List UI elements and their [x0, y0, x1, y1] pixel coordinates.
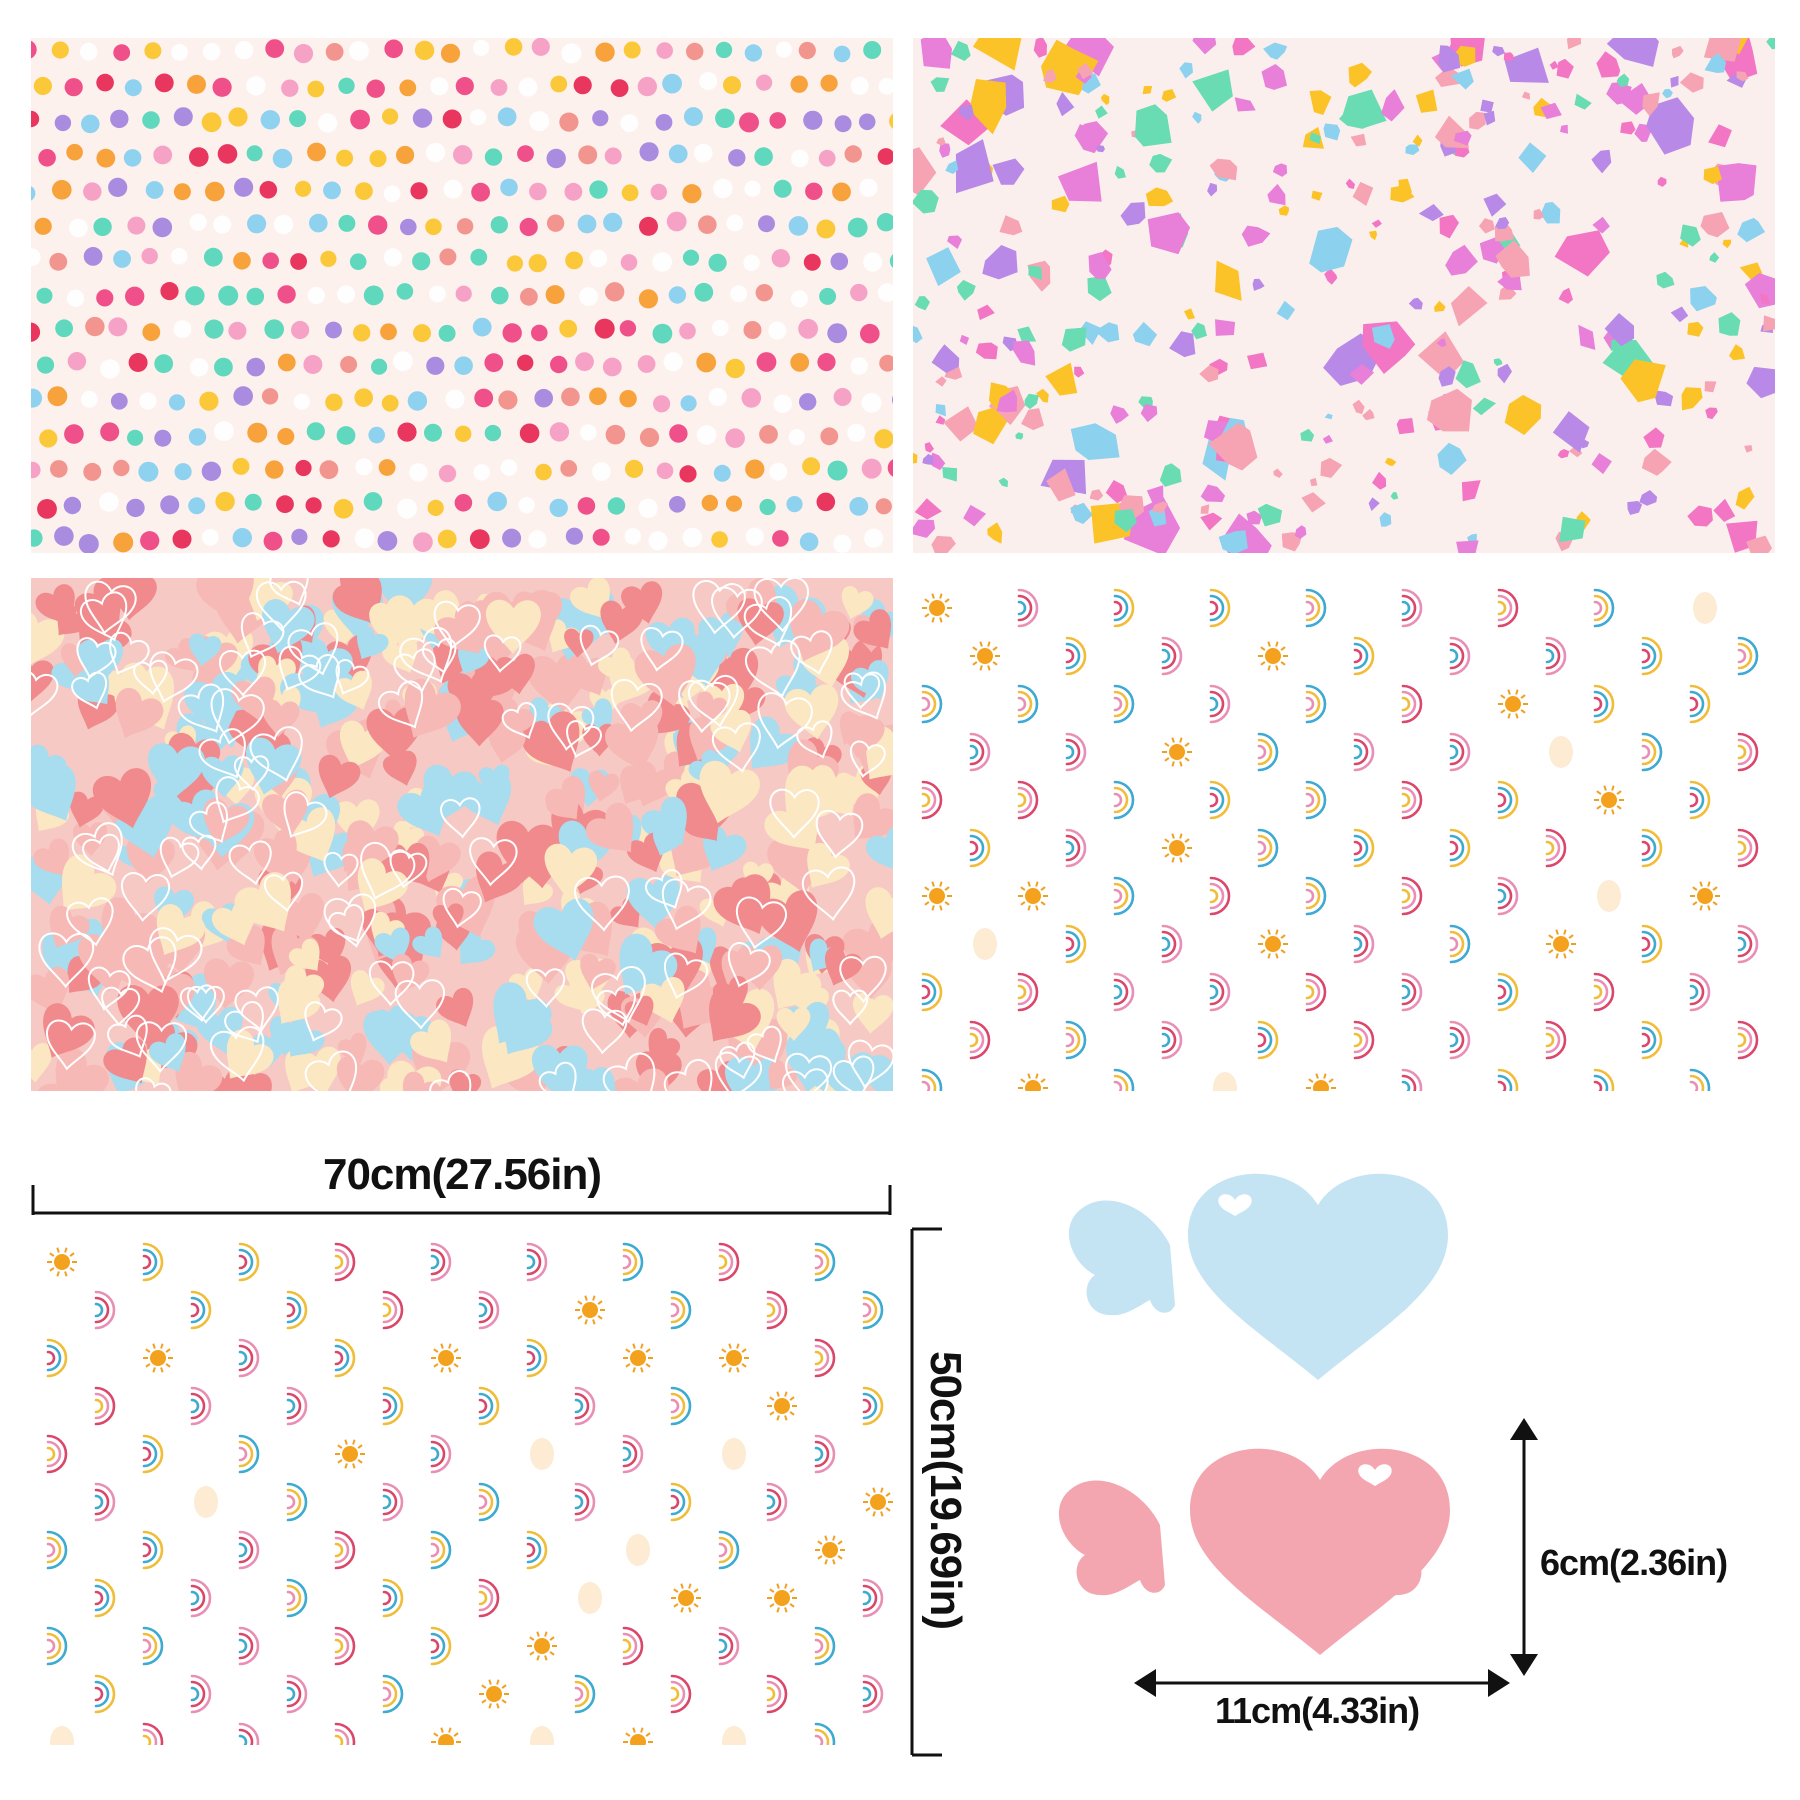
rainbow-paper-measured-panel: [38, 1232, 896, 1745]
rainbow-paper-panel: [913, 578, 1775, 1091]
pink-heart-shape: [1190, 1448, 1450, 1655]
hearts-pattern: [31, 578, 893, 1091]
terrazzo-pattern: [913, 38, 1775, 553]
rainbow-pattern-measured: [46, 1242, 893, 1745]
hearts-paper-panel: [31, 578, 893, 1091]
sheet-width-label: 70cm(27.56in): [322, 1150, 602, 1199]
heart-height-label: 6cm(2.36in): [1540, 1542, 1728, 1583]
blue-heart-shape: [1188, 1173, 1448, 1380]
polka-dot-paper-panel: [31, 38, 893, 553]
sheet-height-label: 50cm(19.69in): [921, 1350, 970, 1630]
terrazzo-paper-panel: [913, 38, 1775, 553]
polka-dot-pattern: [31, 38, 893, 553]
rainbow-pattern: [921, 588, 1759, 1091]
heart-width-label: 11cm(4.33in): [1215, 1690, 1420, 1731]
heart-height-arrow: [1510, 1418, 1538, 1676]
